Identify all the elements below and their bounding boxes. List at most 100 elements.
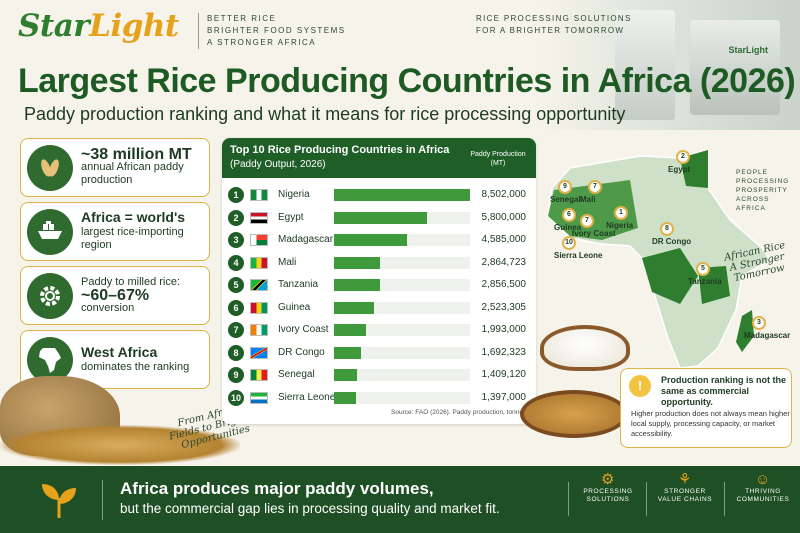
footer-subline: but the commercial gap lies in processin… xyxy=(120,501,500,516)
rank-badge: 4 xyxy=(228,254,244,271)
stat-card-production: ~38 million MT annual African paddy produ… xyxy=(20,138,210,197)
production-value: 4,585,000 xyxy=(481,234,527,245)
production-bar xyxy=(334,369,357,381)
value-header: Paddy Production (MT) xyxy=(470,151,526,167)
country-name: Mali xyxy=(278,256,297,268)
production-value: 1,692,323 xyxy=(481,346,527,358)
madagascar-flag-icon xyxy=(250,234,268,246)
country-name: DR Congo xyxy=(278,346,325,358)
mali-flag-icon xyxy=(250,256,268,269)
map-pin-label: Mali xyxy=(580,195,596,204)
production-bar xyxy=(334,189,470,201)
plant-icon: ⚘ xyxy=(677,471,693,488)
country-name: Tanzania xyxy=(278,279,319,290)
bar-track xyxy=(334,391,470,404)
production-bar xyxy=(334,234,408,246)
country-name: Egypt xyxy=(278,211,304,223)
footer-banner: Africa produces major paddy volumes, but… xyxy=(0,466,800,533)
bar-track xyxy=(334,256,470,269)
country-name: Madagascar xyxy=(278,234,334,245)
map-pin: 6 xyxy=(562,208,576,222)
map-pin-label: Nigeria xyxy=(606,221,634,230)
tanzania-flag-icon xyxy=(250,279,268,291)
production-bar xyxy=(334,391,357,404)
africa-map xyxy=(547,149,772,369)
rank-badge: 6 xyxy=(228,299,244,316)
rank-badge: 9 xyxy=(228,367,244,383)
people-icon: ☺ xyxy=(755,471,771,488)
production-bar xyxy=(334,256,380,269)
table-row: 4 Mali 2,864,723 xyxy=(222,252,536,274)
bar-track xyxy=(334,234,470,246)
production-value: 5,800,000 xyxy=(481,211,527,223)
production-value: 8,502,000 xyxy=(481,189,527,200)
page-title: Largest Rice Producing Countries in Afri… xyxy=(18,62,796,100)
table-header: Top 10 Rice Producing Countries in Afric… xyxy=(222,138,536,178)
factory-background: StarLight xyxy=(540,0,800,130)
production-bar xyxy=(334,211,427,224)
table-title: Top 10 Rice Producing Countries in Afric… xyxy=(230,144,450,156)
rank-badge: 7 xyxy=(228,322,244,338)
callout-title: Production ranking is not the same as co… xyxy=(661,375,787,407)
table-row: 3 Madagascar 4,585,000 xyxy=(222,229,536,251)
bar-track xyxy=(334,301,470,314)
country-name: Sierra Leone xyxy=(278,391,336,403)
table-row: 5 Tanzania 2,856,500 xyxy=(222,274,536,296)
table-row: 1 Nigeria 8,502,000 xyxy=(222,184,536,206)
senegal-flag-icon xyxy=(250,369,268,381)
footer-headline: Africa produces major paddy volumes, xyxy=(120,479,434,498)
map-pin-label: Madagascar xyxy=(744,331,791,340)
rank-badge: 8 xyxy=(228,344,244,361)
map-pin: 8 xyxy=(660,222,674,236)
bar-track xyxy=(334,324,470,336)
machine-label: StarLight xyxy=(728,45,769,55)
table-row: 7 Ivory Coast 1,993,000 xyxy=(222,319,536,341)
nigeria-flag-icon xyxy=(250,189,268,201)
footer-item-communities: ☺ THRIVING COMMUNITIES xyxy=(730,471,796,504)
production-bar xyxy=(334,301,375,314)
map-pin: 10 xyxy=(562,236,576,250)
gear-icon: ⚙ xyxy=(600,471,616,488)
divider xyxy=(724,482,725,516)
table-source: Source: FAO (2026). Paddy production, to… xyxy=(391,409,528,416)
country-name: Nigeria xyxy=(278,189,310,200)
map-pin: 2 xyxy=(676,150,690,164)
machine-image xyxy=(690,20,780,115)
map-pin-label: DR Congo xyxy=(652,237,692,246)
bar-track xyxy=(334,279,470,291)
production-value: 2,523,305 xyxy=(481,301,527,313)
rice-bowl-image xyxy=(540,325,630,371)
map-pin-label: Senegal xyxy=(550,195,581,204)
map-pin: 1 xyxy=(614,206,628,220)
brand-logo: StarLight xyxy=(18,8,179,44)
map-pin: 9 xyxy=(558,180,572,194)
stat-card-conversion: Paddy to milled rice: ~60–67% conversion xyxy=(20,266,210,325)
top-tagline: RICE PROCESSING SOLUTIONS FOR A BRIGHTER… xyxy=(476,14,632,35)
rank-badge: 1 xyxy=(228,187,244,203)
country-name: Ivory Coast xyxy=(278,324,329,335)
table-row: 10 Sierra Leone 1,397,000 xyxy=(222,387,536,409)
sprout-icon xyxy=(38,480,80,529)
table-row: 9 Senegal 1,409,120 xyxy=(222,364,536,386)
production-value: 2,864,723 xyxy=(481,256,527,268)
bar-track xyxy=(334,346,470,359)
map-pin: 3 xyxy=(752,316,766,330)
map-pin-label: Ivory Coast xyxy=(572,229,616,238)
rank-badge: 5 xyxy=(228,277,244,293)
divider xyxy=(568,482,569,516)
table-row: 2 Egypt 5,800,000 xyxy=(222,207,536,229)
production-bar xyxy=(334,279,380,291)
map-pin-label: Sierra Leone xyxy=(554,251,603,260)
egypt-flag-icon xyxy=(250,211,268,224)
map-pin: 7 xyxy=(588,180,602,194)
bar-track xyxy=(334,189,470,201)
page-subtitle: Paddy production ranking and what it mea… xyxy=(24,104,626,124)
lightbulb-icon: ! xyxy=(629,375,651,397)
grain-icon xyxy=(27,144,73,191)
people-text: PEOPLE PROCESSING PROSPERITY ACROSS AFRICA xyxy=(736,169,790,212)
table-subtitle: (Paddy Output, 2026) xyxy=(230,159,326,170)
table-row: 8 DR Congo 1,692,323 xyxy=(222,342,536,364)
rank-badge: 10 xyxy=(228,389,244,406)
bar-track xyxy=(334,211,470,224)
map-pin-label: Tanzania xyxy=(688,277,722,286)
